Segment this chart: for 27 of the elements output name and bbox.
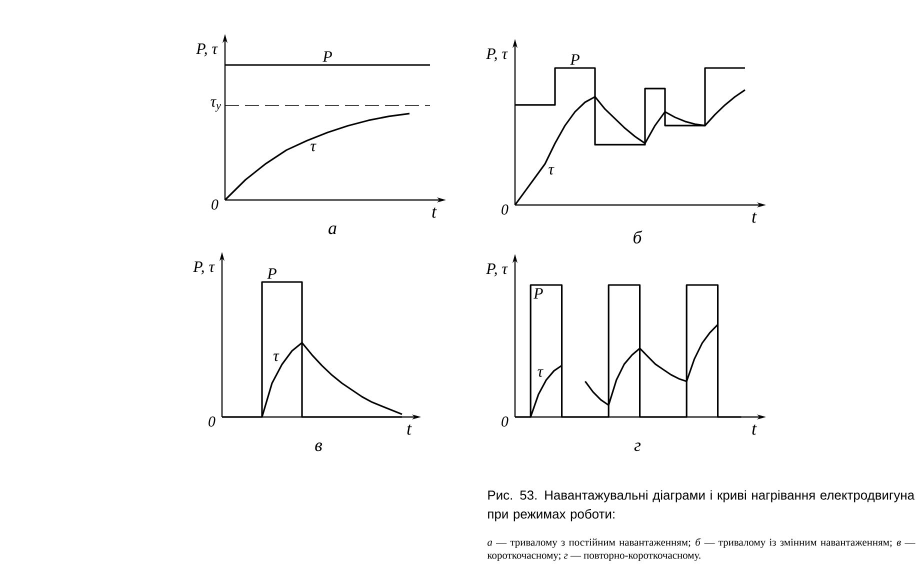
text: б bbox=[634, 230, 642, 244]
text: а bbox=[328, 226, 336, 234]
text: 0 bbox=[208, 416, 216, 427]
y-axis-title: P, τ bbox=[486, 264, 508, 276]
series-label: P bbox=[267, 268, 276, 279]
ref-line-label: τ$_{y}$ bbox=[210, 99, 221, 112]
series-label: τ bbox=[548, 167, 554, 175]
y-axis-title: P, τ bbox=[193, 262, 215, 274]
series-label: P bbox=[570, 54, 580, 65]
x-axis-title: t bbox=[432, 208, 437, 218]
text: Рис. 53. Навантажувальні діаграми і криві нагрівання електродвигуна при режимах роботи: bbox=[488, 490, 915, 522]
text: 0 bbox=[502, 416, 508, 427]
series-label: τ bbox=[273, 354, 280, 362]
text: г bbox=[634, 442, 641, 452]
series-label: τ bbox=[538, 369, 544, 377]
x-axis-title: t bbox=[407, 424, 412, 435]
text: 0 bbox=[212, 200, 218, 210]
series-label: τ bbox=[310, 144, 316, 152]
x-axis-title: t bbox=[752, 212, 757, 223]
y-axis-title: P, τ bbox=[486, 48, 508, 62]
x-axis-title: t bbox=[752, 424, 757, 435]
text: а — тривалому з постійним навантаженням; б — тривалому із змінним навантаженням; в — короткочасному; г — повторно-короткочасному. bbox=[487, 538, 916, 561]
y-axis-title: P, τ bbox=[196, 44, 218, 56]
text: в bbox=[315, 442, 322, 452]
series-label: P bbox=[322, 51, 332, 62]
text: 0 bbox=[502, 204, 508, 215]
series-label: P bbox=[533, 288, 543, 299]
